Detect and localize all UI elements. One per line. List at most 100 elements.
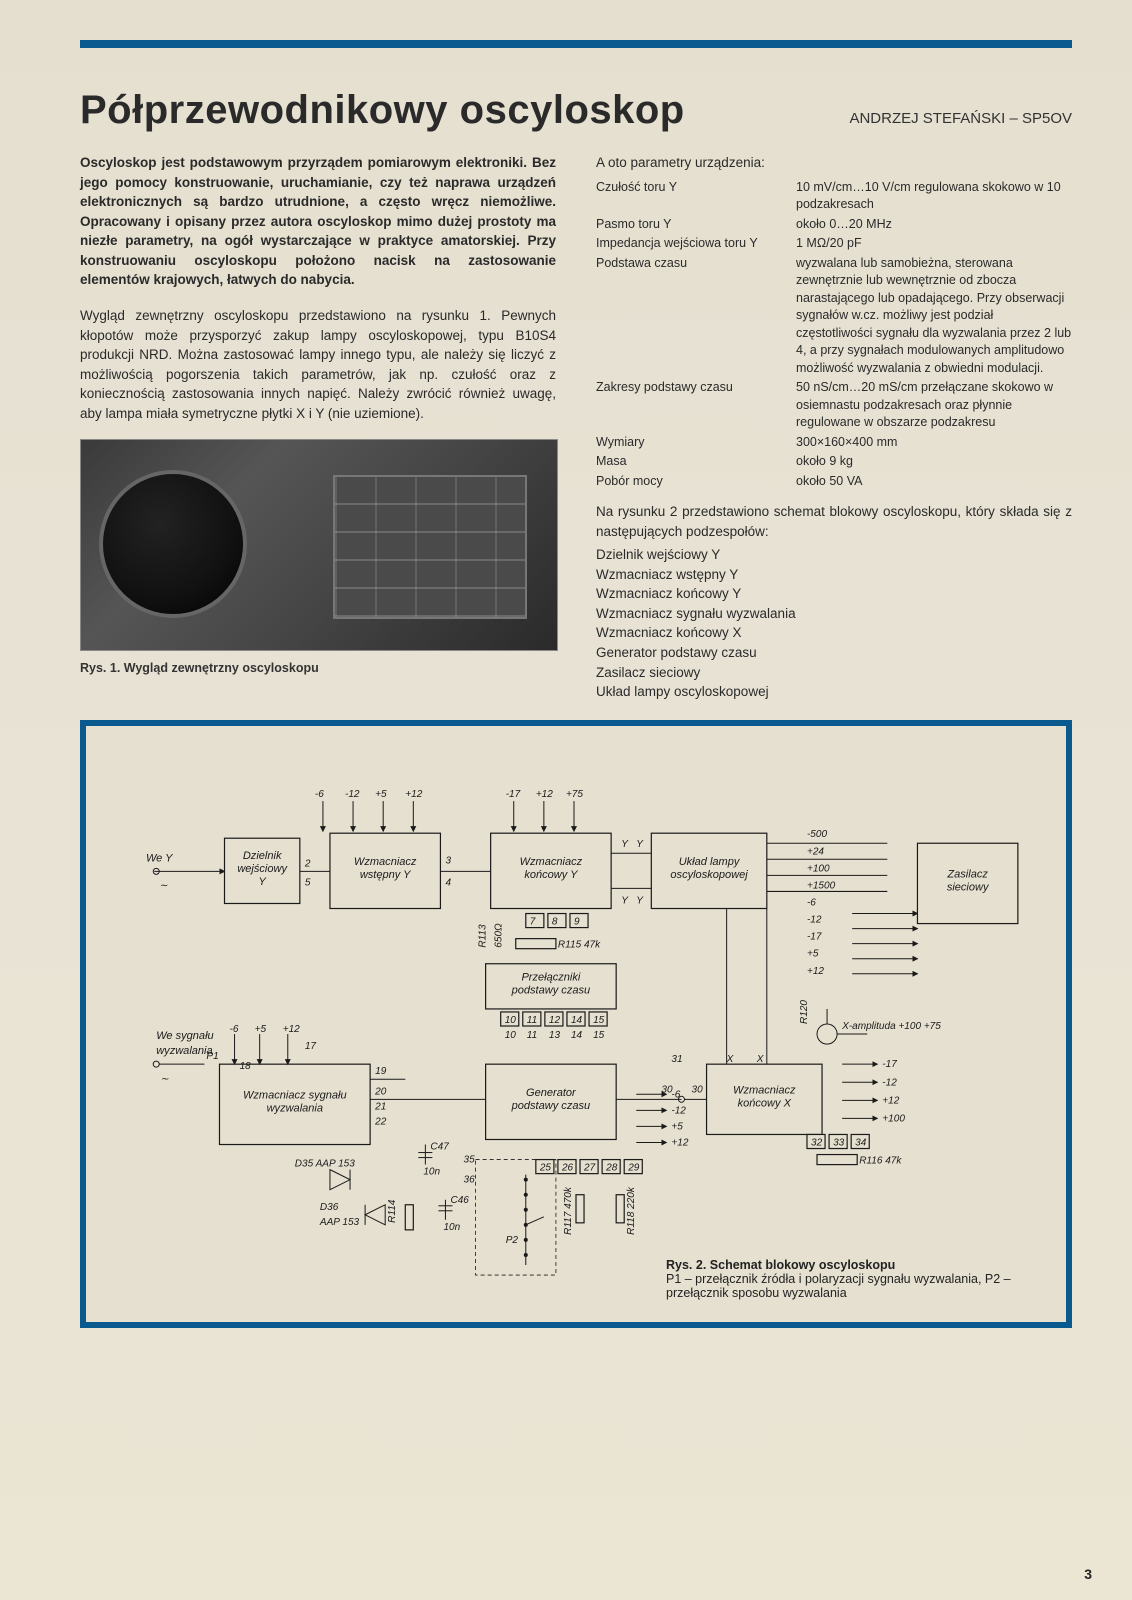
svg-text:+5: +5 [807,948,819,959]
svg-text:10n: 10n [423,1166,440,1177]
param-row: Zakresy podstawy czasu50 nS/cm…20 mS/cm … [596,379,1072,432]
svg-text:+12: +12 [671,1137,688,1148]
svg-text:10n: 10n [443,1222,460,1233]
param-row: Masaokoło 9 kg [596,453,1072,471]
svg-text:Dzielnik: Dzielnik [243,849,282,861]
svg-text:+75: +75 [566,789,583,800]
svg-text:30: 30 [691,1084,703,1095]
svg-text:32: 32 [811,1137,823,1148]
svg-text:We Y: We Y [146,852,174,864]
svg-text:R118 220k: R118 220k [626,1186,637,1235]
params-intro: A oto parametry urządzenia: [596,153,1072,173]
svg-text:+12: +12 [283,1024,300,1035]
svg-text:R120: R120 [799,999,810,1023]
subsystem-item: Wzmacniacz końcowy Y [596,584,1072,604]
svg-text:C47: C47 [430,1141,449,1152]
svg-text:650Ω: 650Ω [494,923,505,948]
svg-text:-500: -500 [807,829,827,840]
article-title: Półprzewodnikowy oscyloskop [80,88,685,133]
svg-text:-17: -17 [807,931,822,942]
param-label: Czułość toru Y [596,179,796,214]
param-value: 50 nS/cm…20 mS/cm przełączane skokowo w … [796,379,1072,432]
svg-text:34: 34 [855,1137,867,1148]
svg-text:12: 12 [549,1015,561,1026]
svg-text:-12: -12 [671,1105,686,1116]
param-value: 10 mV/cm…10 V/cm regulowana skokowo w 10… [796,179,1072,214]
param-value: około 0…20 MHz [796,216,1072,234]
param-row: Czułość toru Y10 mV/cm…10 V/cm regulowan… [596,179,1072,214]
subsystem-item: Zasilacz sieciowy [596,663,1072,683]
svg-text:11: 11 [527,1015,537,1026]
svg-text:Wzmacniacz: Wzmacniacz [520,856,583,868]
svg-text:10: 10 [505,1015,517,1026]
svg-text:25: 25 [539,1162,552,1173]
header: Półprzewodnikowy oscyloskop ANDRZEJ STEF… [80,88,1072,133]
svg-text:sieciowy: sieciowy [947,881,990,893]
svg-text:-17: -17 [882,1059,897,1070]
svg-text:wstępny Y: wstępny Y [360,869,412,881]
page-number: 3 [1084,1566,1092,1582]
svg-text:Y: Y [636,895,644,906]
svg-text:5: 5 [305,877,311,888]
svg-text:+100: +100 [807,863,830,874]
svg-text:R117 470k: R117 470k [563,1186,574,1235]
lead-paragraph: Oscyloskop jest podstawowym przyrządem p… [80,153,556,290]
param-label: Podstawa czasu [596,255,796,378]
subsystems-list: Dzielnik wejściowy YWzmacniacz wstępny Y… [596,545,1072,702]
subsystem-item: Wzmacniacz sygnału wyzwalania [596,604,1072,624]
subsystem-item: Dzielnik wejściowy Y [596,545,1072,565]
fig2-block-diagram: We Y ∼ 2 5 3 4 YY YY -6-12+5+12-17+12+75… [80,720,1072,1328]
fig2-caption-title: Rys. 2. Schemat blokowy oscyloskopu [666,1258,895,1272]
svg-text:17: 17 [305,1041,317,1052]
subsystem-item: Wzmacniacz wstępny Y [596,565,1072,585]
svg-text:Zasilacz: Zasilacz [946,868,988,880]
svg-text:35: 35 [464,1154,476,1165]
subsystems-intro: Na rysunku 2 przedstawiono schemat bloko… [596,502,1072,541]
svg-text:10: 10 [505,1030,517,1041]
svg-text:29: 29 [627,1162,640,1173]
svg-text:27: 27 [583,1162,596,1173]
svg-text:8: 8 [552,916,558,927]
svg-text:końcowy Y: końcowy Y [524,869,579,881]
svg-text:11: 11 [527,1030,537,1041]
body-paragraph: Wygląd zewnętrzny oscyloskopu przedstawi… [80,306,556,423]
svg-text:14: 14 [571,1030,583,1041]
svg-text:wyzwalania: wyzwalania [156,1045,212,1057]
svg-text:wejściowy: wejściowy [237,863,288,875]
svg-text:D36: D36 [320,1201,339,1212]
svg-text:-12: -12 [345,789,360,800]
svg-text:R114: R114 [387,1199,398,1223]
svg-text:2: 2 [304,858,311,869]
svg-text:15: 15 [593,1015,605,1026]
svg-text:oscyloskopowej: oscyloskopowej [670,869,748,881]
svg-text:∼: ∼ [160,1074,169,1085]
svg-text:20: 20 [374,1086,387,1097]
top-rule [80,40,1072,48]
svg-text:13: 13 [549,1030,561,1041]
svg-text:+12: +12 [882,1095,899,1106]
right-column: A oto parametry urządzenia: Czułość toru… [596,153,1072,702]
svg-text:podstawy czasu: podstawy czasu [511,1100,591,1112]
param-row: Pobór mocyokoło 50 VA [596,473,1072,491]
param-label: Zakresy podstawy czasu [596,379,796,432]
svg-text:+12: +12 [807,965,824,976]
svg-text:podstawy czasu: podstawy czasu [511,984,591,996]
block-diagram-svg: We Y ∼ 2 5 3 4 YY YY -6-12+5+12-17+12+75… [104,744,1048,1304]
svg-text:Przełączniki: Przełączniki [521,971,580,983]
svg-text:+5: +5 [375,789,387,800]
svg-text:R116 47k: R116 47k [859,1155,902,1166]
svg-text:Wzmacniacz: Wzmacniacz [733,1084,796,1096]
svg-text:14: 14 [571,1015,583,1026]
svg-text:18: 18 [240,1061,252,1072]
param-label: Impedancja wejściowa toru Y [596,235,796,253]
svg-text:31: 31 [671,1054,682,1065]
fig2-caption-body: P1 – przełącznik źródła i polaryzacji sy… [666,1272,1011,1300]
svg-text:7: 7 [530,916,536,927]
svg-text:Y: Y [621,895,629,906]
param-value: 1 MΩ/20 pF [796,235,1072,253]
svg-text:AAP 153: AAP 153 [319,1217,360,1228]
param-row: Podstawa czasuwyzwalana lub samobieżna, … [596,255,1072,378]
svg-text:+5: +5 [255,1024,267,1035]
param-label: Pobór mocy [596,473,796,491]
svg-text:+1500: +1500 [807,880,836,891]
